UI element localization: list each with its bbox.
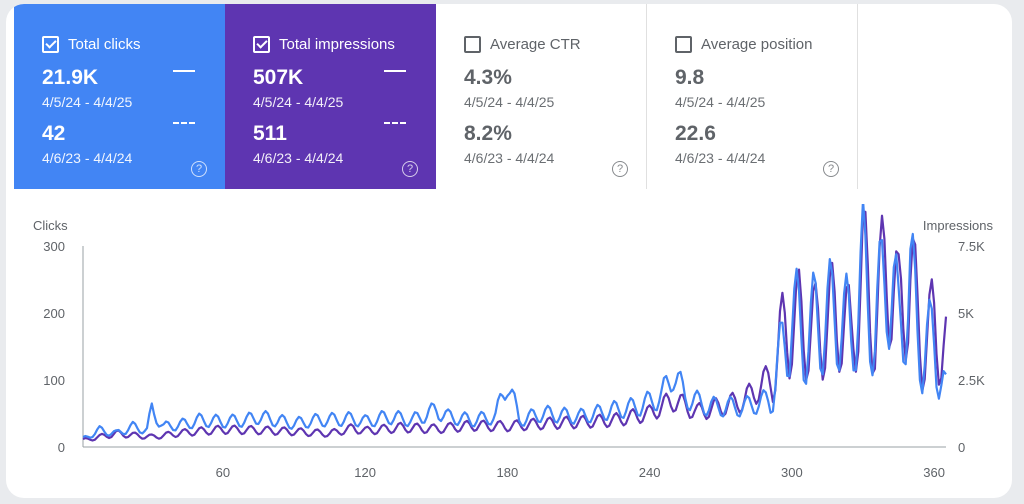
- current-range: 4/5/24 - 4/4/25: [253, 94, 344, 110]
- y-tick-label-left: 200: [43, 306, 65, 321]
- x-tick-label: 240: [639, 465, 661, 480]
- tile-header: Total clicks: [42, 34, 225, 54]
- average-ctr-tile[interactable]: Average CTR 4.3% 4/5/24 - 4/4/25 8.2% 4/…: [436, 4, 647, 189]
- tile-header: Total impressions: [253, 34, 436, 54]
- checkbox-checked-icon[interactable]: [253, 35, 270, 53]
- y-tick-label-left: 100: [43, 373, 65, 388]
- y-axis-label-right: Impressions: [923, 218, 994, 233]
- solid-line-legend-icon: [173, 70, 195, 72]
- x-tick-label: 360: [923, 465, 945, 480]
- total-clicks-tile[interactable]: Total clicks 21.9K 4/5/24 - 4/4/25 42 4/…: [14, 4, 225, 189]
- tile-header: Average CTR: [464, 34, 646, 54]
- help-icon[interactable]: ?: [191, 161, 207, 177]
- previous-range: 4/6/23 - 4/4/24: [464, 150, 555, 166]
- performance-chart: Clicks Impressions 60 120 180 240 300 360 0 100…: [33, 204, 994, 480]
- performance-card: Total clicks 21.9K 4/5/24 - 4/4/25 42 4/…: [6, 4, 1012, 498]
- average-position-tile[interactable]: Average position 9.8 4/5/24 - 4/4/25 22.…: [647, 4, 858, 189]
- previous-range: 4/6/23 - 4/4/24: [675, 150, 766, 166]
- tile-label: Total clicks: [68, 35, 141, 53]
- y-tick-label-right: 7.5K: [958, 239, 985, 254]
- current-range: 4/5/24 - 4/4/25: [675, 94, 766, 110]
- total-impressions-tile[interactable]: Total impressions 507K 4/5/24 - 4/4/25 5…: [225, 4, 436, 189]
- current-range: 4/5/24 - 4/4/25: [42, 94, 133, 110]
- solid-line-legend-icon: [384, 70, 406, 72]
- help-icon[interactable]: ?: [823, 161, 839, 177]
- previous-value: 42: [42, 122, 66, 145]
- checkbox-unchecked-icon[interactable]: [464, 35, 481, 53]
- x-tick-label: 180: [497, 465, 519, 480]
- previous-value: 22.6: [675, 122, 716, 145]
- y-tick-label-right: 5K: [958, 306, 974, 321]
- current-range: 4/5/24 - 4/4/25: [464, 94, 555, 110]
- previous-range: 4/6/23 - 4/4/24: [42, 150, 133, 166]
- current-value: 21.9K: [42, 66, 99, 89]
- metric-tiles: Total clicks 21.9K 4/5/24 - 4/4/25 42 4/…: [14, 4, 858, 189]
- checkbox-checked-icon[interactable]: [42, 35, 59, 53]
- checkbox-unchecked-icon[interactable]: [675, 35, 692, 53]
- tile-label: Total impressions: [279, 35, 395, 53]
- previous-range: 4/6/23 - 4/4/24: [253, 150, 344, 166]
- tile-label: Average position: [701, 35, 813, 53]
- impressions-line: [82, 210, 948, 442]
- current-value: 4.3%: [464, 66, 512, 89]
- current-value: 9.8: [675, 66, 705, 89]
- x-tick-label: 60: [216, 465, 230, 480]
- dashed-line-legend-icon: [173, 122, 195, 124]
- previous-value: 511: [253, 122, 287, 145]
- x-tick-label: 120: [354, 465, 376, 480]
- y-tick-label-left: 300: [43, 239, 65, 254]
- tile-label: Average CTR: [490, 35, 581, 53]
- help-icon[interactable]: ?: [612, 161, 628, 177]
- y-tick-label-left: 0: [58, 440, 65, 455]
- current-value: 507K: [253, 66, 304, 89]
- y-tick-label-right: 2.5K: [958, 373, 985, 388]
- y-tick-label-right: 0: [958, 440, 965, 455]
- x-tick-label: 300: [781, 465, 803, 480]
- help-icon[interactable]: ?: [402, 161, 418, 177]
- dashed-line-legend-icon: [384, 122, 406, 124]
- clicks-line: [82, 204, 947, 439]
- tile-header: Average position: [675, 34, 857, 54]
- y-axis-label-left: Clicks: [33, 218, 68, 233]
- previous-value: 8.2%: [464, 122, 512, 145]
